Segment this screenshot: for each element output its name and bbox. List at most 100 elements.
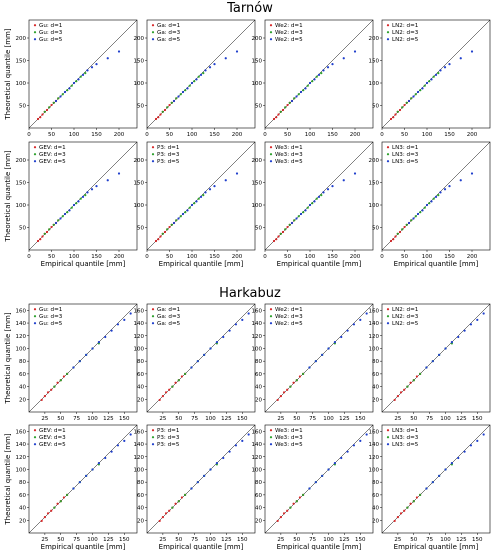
- x-tick-label: 200: [467, 254, 478, 260]
- data-point: [62, 496, 66, 499]
- y-tick-label: 200: [134, 36, 145, 42]
- x-tick-label: 150: [444, 132, 455, 138]
- x-tick-label: 50: [401, 132, 408, 138]
- qq-panel: 20 40 60 80 100 120 140 160 25 50 75 100 125 150 We2: …: [252, 303, 374, 422]
- data-point: [117, 172, 121, 175]
- data-point: [399, 391, 403, 394]
- x-tick-label: 150: [237, 416, 248, 422]
- data-point: [302, 211, 305, 214]
- y-tick-label: 50: [19, 104, 26, 110]
- legend-marker: [151, 322, 155, 325]
- data-point: [66, 372, 69, 375]
- data-point: [110, 450, 113, 453]
- data-point: [412, 379, 415, 382]
- legend-entry: Ga: d=3: [157, 30, 181, 36]
- data-point: [282, 512, 286, 515]
- legend-marker: [151, 443, 155, 446]
- data-point: [298, 375, 302, 378]
- legend-marker: [386, 153, 390, 156]
- data-point: [469, 323, 473, 326]
- data-point: [365, 433, 368, 436]
- data-point: [321, 474, 324, 477]
- data-point: [95, 63, 98, 66]
- data-point: [394, 235, 397, 238]
- x-tick-label: 50: [401, 254, 408, 260]
- y-tick-label: 120: [134, 334, 145, 340]
- legend-entry: P3: d=3: [157, 435, 180, 441]
- data-point: [175, 219, 178, 222]
- data-point: [430, 78, 433, 81]
- data-point: [77, 78, 80, 81]
- data-point: [56, 502, 59, 505]
- y-tick-label: 200: [16, 36, 27, 42]
- data-point: [340, 335, 343, 339]
- y-tick-label: 80: [372, 359, 379, 365]
- data-point: [53, 506, 56, 509]
- x-tick-label: 50: [48, 132, 55, 138]
- data-point: [197, 197, 200, 200]
- data-point: [396, 110, 399, 113]
- x-tick-label: 125: [456, 537, 467, 543]
- data-point: [117, 50, 121, 53]
- data-point: [326, 188, 330, 191]
- y-tick-label: 50: [19, 226, 26, 232]
- data-point: [166, 228, 169, 231]
- x-tick-label: 150: [472, 416, 483, 422]
- data-point: [188, 206, 191, 209]
- data-point: [311, 202, 314, 205]
- data-point: [290, 99, 294, 103]
- data-point: [208, 66, 212, 69]
- data-point: [39, 238, 42, 241]
- legend-entry: We2: d=1: [275, 23, 303, 29]
- data-point: [215, 462, 218, 465]
- x-tick-label: 150: [237, 537, 248, 543]
- data-point: [54, 221, 58, 225]
- data-point: [414, 215, 417, 218]
- data-point: [416, 90, 420, 94]
- x-tick-label: 150: [472, 537, 483, 543]
- data-point: [406, 385, 409, 388]
- x-tick-label: 0: [145, 254, 149, 260]
- y-tick-label: 100: [252, 81, 263, 87]
- y-tick-label: 150: [16, 181, 27, 187]
- data-point: [234, 444, 238, 447]
- data-point: [193, 80, 196, 83]
- data-point: [129, 312, 132, 315]
- data-point: [275, 238, 278, 241]
- data-point: [459, 179, 462, 182]
- data-point: [72, 487, 75, 490]
- data-point: [276, 519, 279, 523]
- data-point: [247, 312, 250, 315]
- legend-marker: [151, 24, 155, 27]
- y-tick-label: 140: [16, 442, 27, 448]
- x-tick-label: 0: [145, 132, 149, 138]
- y-tick-label: 100: [16, 203, 27, 209]
- legend-marker: [269, 38, 273, 41]
- data-point: [48, 228, 51, 231]
- data-point: [158, 519, 161, 523]
- data-point: [352, 444, 356, 447]
- data-point: [276, 398, 279, 402]
- y-tick-label: 40: [372, 506, 379, 512]
- legend-entry: LN2: d=1: [392, 23, 419, 29]
- data-point: [331, 63, 334, 66]
- data-point: [45, 230, 49, 234]
- data-point: [327, 347, 330, 350]
- data-point: [196, 360, 199, 363]
- data-point: [412, 500, 415, 503]
- legend-marker: [151, 429, 155, 432]
- data-point: [286, 225, 289, 229]
- data-point: [91, 468, 94, 471]
- legend-entry: LN2: d=1: [392, 307, 419, 313]
- reference-line: [264, 424, 374, 534]
- data-point: [272, 117, 276, 121]
- legend-marker: [386, 322, 390, 325]
- data-point: [104, 456, 107, 460]
- data-point: [106, 179, 109, 182]
- data-point: [63, 212, 67, 216]
- data-point: [311, 80, 314, 83]
- y-tick-label: 140: [252, 442, 263, 448]
- y-tick-label: 100: [16, 346, 27, 352]
- data-point: [403, 103, 406, 107]
- data-point: [181, 212, 185, 216]
